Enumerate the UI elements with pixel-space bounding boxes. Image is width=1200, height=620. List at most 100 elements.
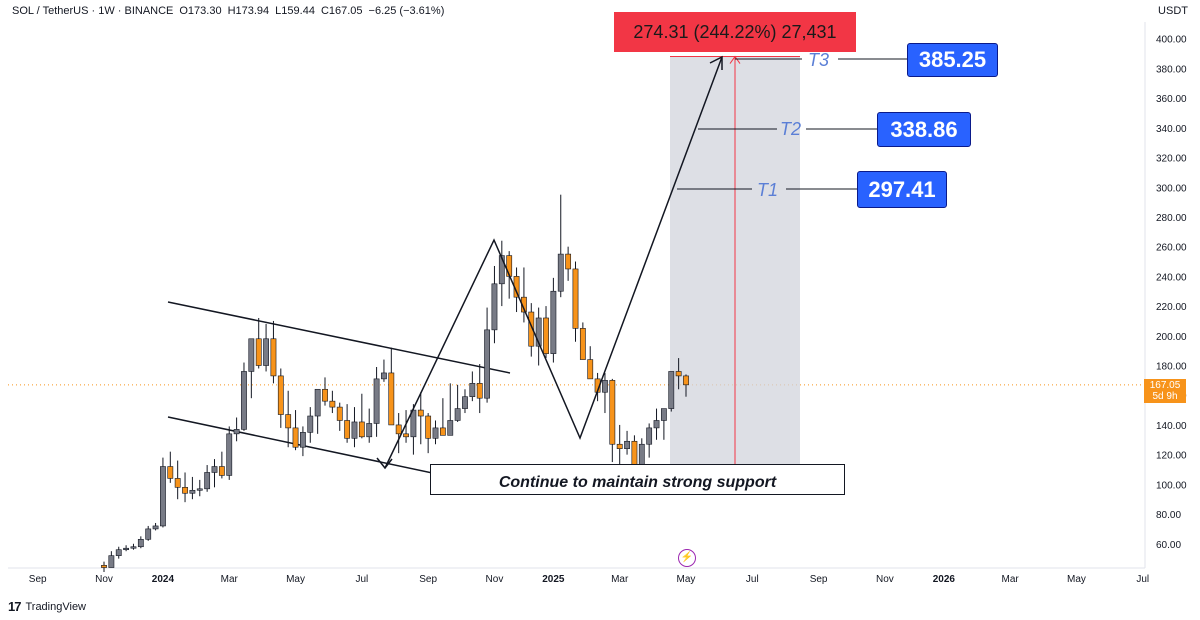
candle-body	[344, 420, 351, 439]
candle-body	[683, 375, 689, 386]
candle-body	[528, 311, 535, 347]
candle-body	[285, 414, 292, 429]
candle-body	[108, 555, 115, 568]
candle-body	[160, 466, 166, 527]
candle-body	[300, 432, 306, 448]
target-t2-name: T2	[780, 119, 802, 139]
bar-countdown: 5d 9h	[1152, 391, 1178, 402]
y-tick-label: 280.00	[1156, 213, 1187, 224]
y-tick-label: 400.00	[1156, 35, 1187, 46]
target-t3-name: T3	[808, 50, 830, 70]
candle-body	[189, 489, 196, 494]
measure-banner: 274.31 (244.22%) 27,431	[614, 12, 856, 52]
high-value: H173.94	[227, 5, 270, 17]
candle-body	[123, 547, 130, 551]
candle-body	[609, 380, 616, 445]
candle-body	[167, 466, 174, 479]
x-tick-label: Sep	[419, 574, 437, 585]
target-t1-value: 297.41	[857, 171, 947, 208]
candle-body	[336, 406, 343, 421]
candle-body	[454, 408, 461, 421]
y-tick-label: 380.00	[1156, 64, 1187, 75]
y-tick-label: 360.00	[1156, 94, 1187, 105]
channel-upper-line	[167, 301, 511, 374]
x-tick-label: Jul	[746, 574, 759, 585]
y-tick-label: 100.00	[1156, 480, 1187, 491]
candle-body	[182, 487, 188, 494]
y-tick-label: 320.00	[1156, 154, 1187, 165]
candle-body	[248, 338, 255, 372]
candle-body	[241, 371, 247, 430]
candle-body	[498, 255, 505, 285]
y-tick-label: 140.00	[1156, 421, 1187, 432]
zigzag-arrowhead-icon	[709, 55, 723, 70]
candle-body	[653, 420, 660, 429]
candle-body	[660, 408, 667, 421]
candle-body	[388, 372, 395, 426]
candle-body	[263, 338, 269, 366]
candle-body	[491, 283, 498, 331]
y-tick-label: 300.00	[1156, 183, 1187, 194]
x-tick-label: Nov	[95, 574, 113, 585]
y-tick-label: 200.00	[1156, 332, 1187, 343]
x-tick-label: Sep	[810, 574, 828, 585]
tradingview-branding[interactable]: 17 TradingView	[8, 599, 86, 614]
candle-body	[447, 420, 454, 436]
lightning-icon[interactable]: ⚡	[678, 549, 696, 567]
y-tick-label: 80.00	[1156, 510, 1181, 521]
candle-body	[557, 253, 564, 292]
currency-label[interactable]: USDT	[1158, 5, 1188, 17]
candle-body	[579, 328, 586, 360]
symbol-name[interactable]: SOL / TetherUS · 1W · BINANCE	[12, 5, 174, 17]
projection-arrowhead-icon	[729, 55, 741, 64]
x-tick-label: May	[677, 574, 696, 585]
candle-body	[270, 338, 277, 377]
candle-body	[675, 371, 682, 377]
x-tick-label: Sep	[29, 574, 47, 585]
candle-body	[616, 443, 623, 449]
candle-body	[550, 290, 557, 354]
candle-body	[174, 478, 181, 488]
x-tick-label: Mar	[1002, 574, 1020, 585]
x-tick-label: 2024	[152, 574, 175, 585]
tradingview-logo-icon: 17	[8, 599, 22, 614]
y-tick-label: 120.00	[1156, 451, 1187, 462]
candle-body	[425, 415, 432, 439]
candle-body	[351, 421, 358, 439]
candle-body	[314, 388, 321, 417]
target-t2-value: 338.86	[877, 112, 971, 147]
candle-body	[572, 268, 579, 329]
candle-body	[226, 433, 233, 476]
open-value: O173.30	[179, 5, 222, 17]
candle-body	[322, 388, 328, 402]
candle-body	[587, 359, 594, 380]
x-tick-label: 2026	[933, 574, 956, 585]
candle-body	[462, 396, 468, 409]
y-tick-label: 240.00	[1156, 272, 1187, 283]
y-tick-label: 220.00	[1156, 302, 1187, 313]
candle-body	[602, 380, 608, 393]
support-note: Continue to maintain strong support	[430, 464, 845, 495]
candle-body	[543, 317, 549, 354]
candle-body	[204, 472, 211, 490]
low-value: L159.44	[275, 5, 315, 17]
candle-body	[484, 329, 490, 399]
x-tick-label: May	[1067, 574, 1086, 585]
candle-body	[255, 338, 262, 366]
y-tick-label: 60.00	[1156, 540, 1181, 551]
candle-body	[145, 528, 152, 540]
candle-body	[565, 253, 572, 270]
candle-body	[373, 378, 380, 424]
zigzag-path	[384, 56, 723, 469]
x-tick-label: Nov	[876, 574, 894, 585]
candle-body	[329, 400, 336, 408]
symbol-header: SOL / TetherUS · 1W · BINANCE O173.30 H173…	[12, 5, 450, 17]
zigzag-start-arrow-icon	[376, 457, 393, 470]
candle-body	[535, 317, 542, 347]
candle-body	[277, 375, 284, 415]
candle-body	[358, 421, 365, 438]
target-t3-value: 385.25	[907, 43, 998, 77]
x-tick-label: Nov	[486, 574, 504, 585]
